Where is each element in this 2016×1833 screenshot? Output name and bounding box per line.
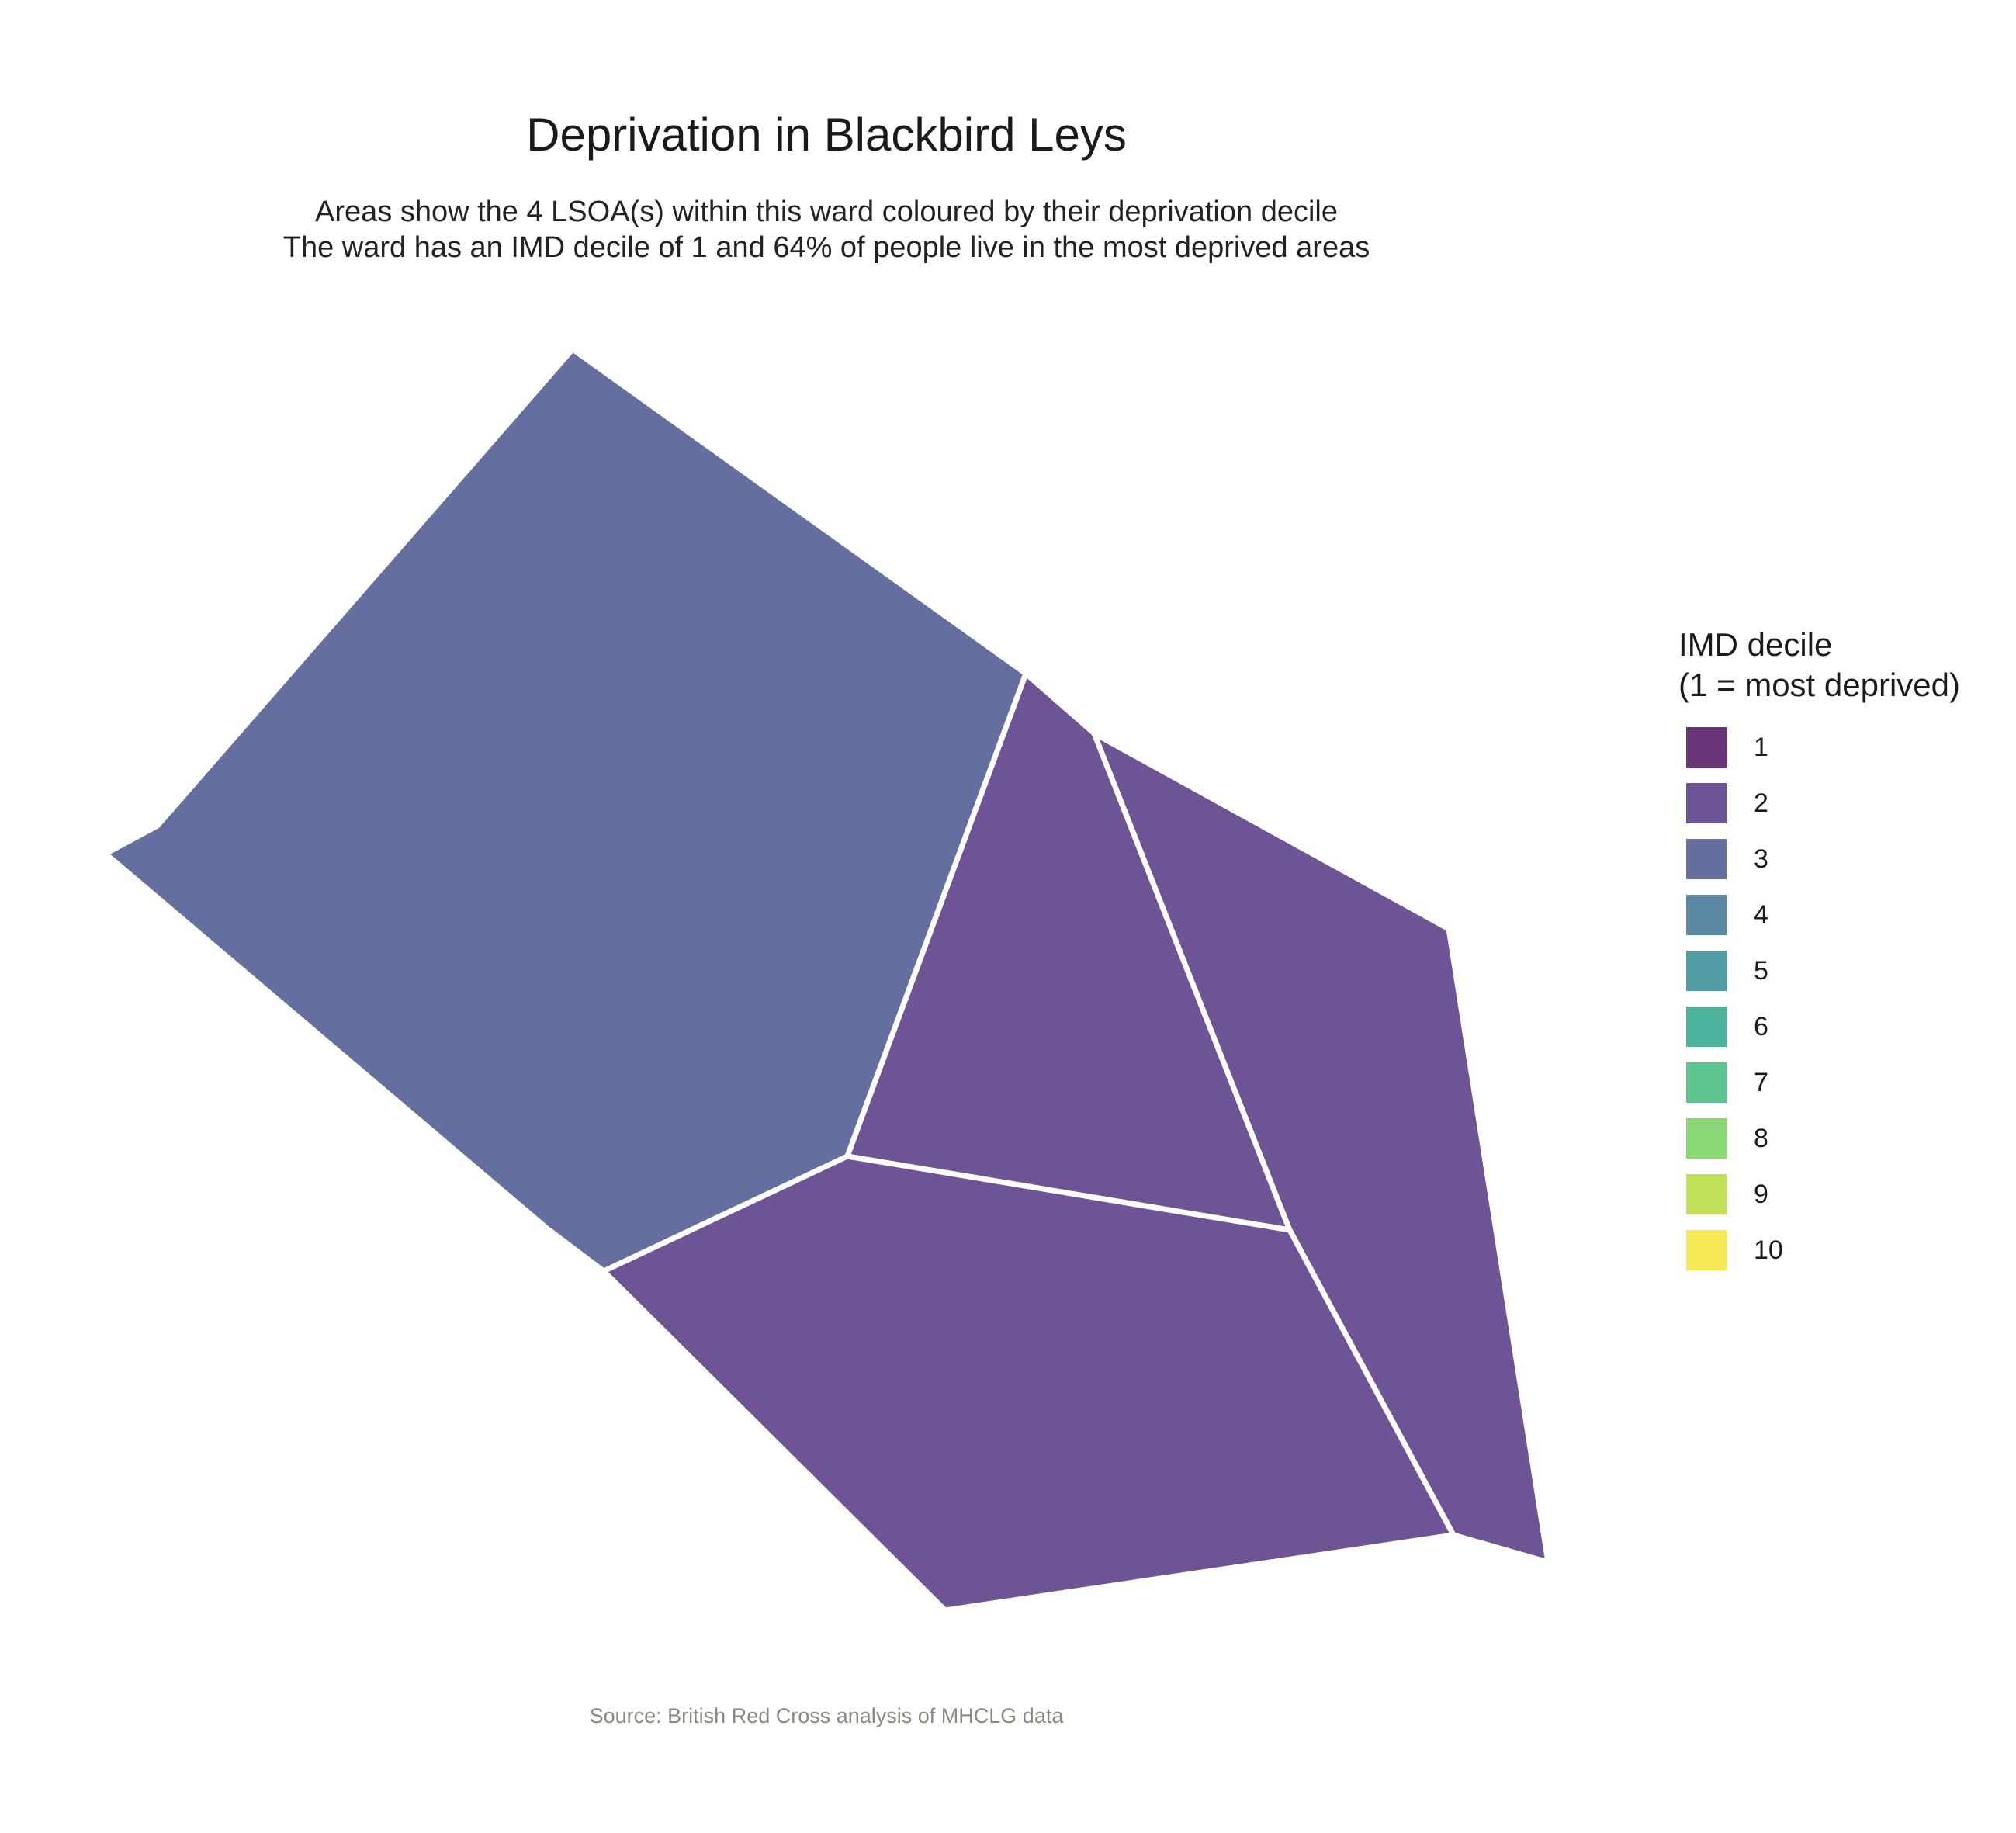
legend-swatch-4 [1686, 895, 1727, 935]
legend-swatch-7 [1686, 1062, 1727, 1103]
chart-subtitle-line-2: The ward has an IMD decile of 1 and 64% … [282, 231, 1370, 264]
legend-item-2: 2 [1678, 775, 1960, 831]
lsoa-east-area [1091, 730, 1551, 1565]
legend-swatch-8 [1686, 1118, 1727, 1159]
chart-subtitle-line-1: Areas show the 4 LSOA(s) within this war… [315, 196, 1338, 228]
legend-title-line-2: (1 = most deprived) [1678, 667, 1960, 703]
legend-item-9: 9 [1678, 1166, 1960, 1222]
legend-item-5: 5 [1678, 943, 1960, 999]
legend-items: 1 2 3 4 5 6 7 8 9 10 [1678, 719, 1960, 1278]
legend-swatch-10 [1686, 1230, 1727, 1270]
legend-title: IMD decile (1 = most deprived) [1678, 625, 1960, 705]
legend-swatch-1 [1686, 727, 1727, 768]
legend-label-2: 2 [1754, 788, 1768, 818]
legend-swatch-5 [1686, 951, 1727, 991]
legend-item-1: 1 [1678, 719, 1960, 775]
legend: IMD decile (1 = most deprived) 1 2 3 4 5 6 7 8 9… [1678, 625, 1960, 1278]
legend-label-5: 5 [1754, 956, 1768, 986]
legend-label-10: 10 [1754, 1235, 1783, 1265]
legend-swatch-3 [1686, 839, 1727, 879]
chart-title: Deprivation in Blackbird Leys [526, 109, 1127, 161]
source-caption: Source: British Red Cross analysis of MH… [589, 1704, 1064, 1727]
legend-title-line-1: IMD decile [1678, 626, 1833, 663]
legend-item-10: 10 [1678, 1222, 1960, 1278]
legend-item-7: 7 [1678, 1055, 1960, 1111]
legend-label-9: 9 [1754, 1180, 1768, 1209]
legend-label-1: 1 [1754, 733, 1768, 762]
legend-swatch-9 [1686, 1174, 1727, 1214]
legend-item-3: 3 [1678, 831, 1960, 887]
legend-item-8: 8 [1678, 1111, 1960, 1166]
legend-swatch-2 [1686, 783, 1727, 823]
legend-label-6: 6 [1754, 1012, 1768, 1041]
legend-swatch-6 [1686, 1007, 1727, 1047]
legend-item-4: 4 [1678, 887, 1960, 943]
legend-label-8: 8 [1754, 1124, 1768, 1153]
legend-label-3: 3 [1754, 844, 1768, 874]
lsoa-south-area [601, 1153, 1457, 1613]
legend-label-4: 4 [1754, 900, 1768, 930]
legend-item-6: 6 [1678, 999, 1960, 1055]
legend-label-7: 7 [1754, 1068, 1768, 1097]
